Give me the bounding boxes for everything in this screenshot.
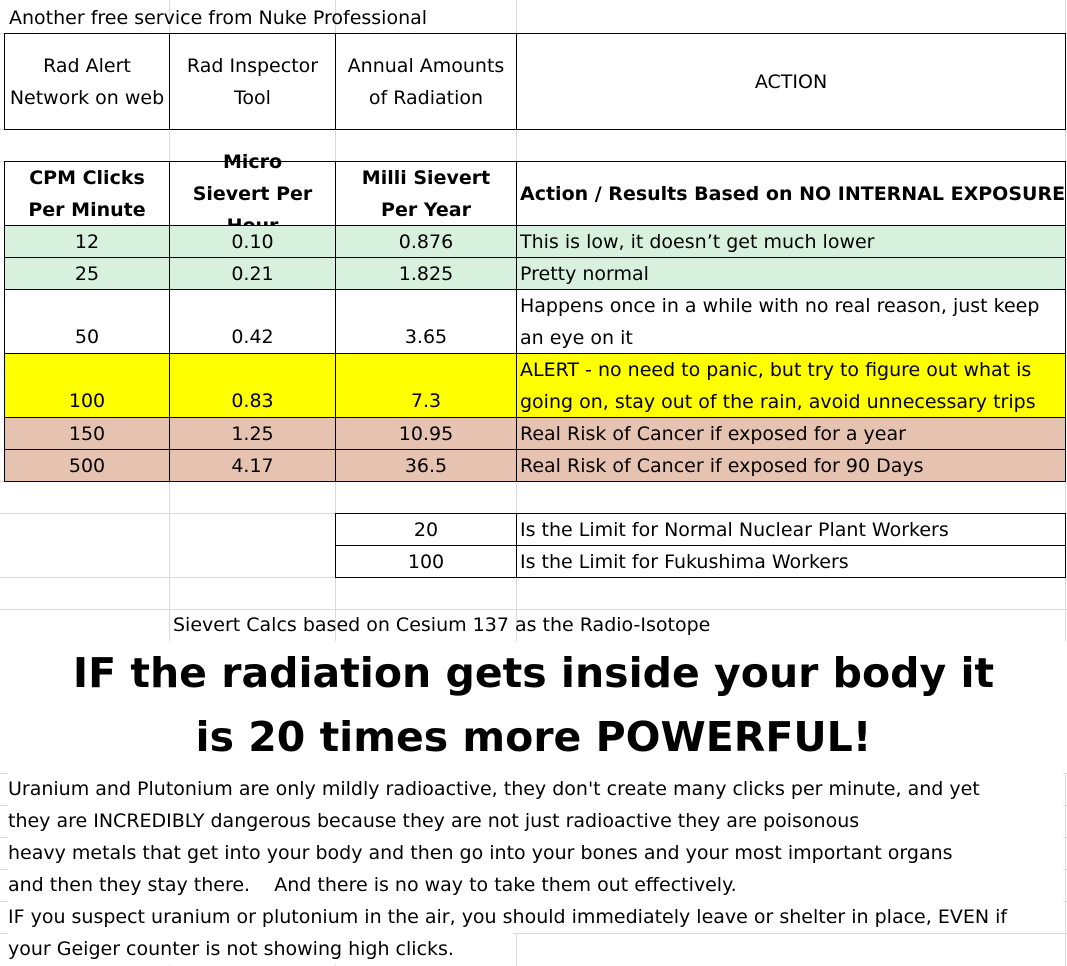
calc-note: Sievert Calcs based on Cesium 137 as the… bbox=[173, 614, 711, 636]
paragraph-line: heavy metals that get into your body and… bbox=[8, 837, 1063, 869]
table-cell-action: Real Risk of Cancer if exposed for a yea… bbox=[516, 417, 1066, 450]
table-cell-action: ALERT - no need to panic, but try to fig… bbox=[516, 353, 1066, 418]
paragraph-line: Uranium and Plutonium are only mildly ra… bbox=[8, 773, 1063, 805]
table-cell-cpm: 500 bbox=[4, 449, 170, 482]
table-cell-msv: 10.95 bbox=[335, 417, 517, 450]
table-cell-usv: 1.25 bbox=[169, 417, 336, 450]
table-cell-msv: 36.5 bbox=[335, 449, 517, 482]
table-cell-msv: 7.3 bbox=[335, 353, 517, 418]
paragraph-line: your Geiger counter is not showing high … bbox=[8, 933, 513, 965]
header-action: ACTION bbox=[516, 33, 1066, 130]
column-header-action: Action / Results Based on NO INTERNAL EX… bbox=[516, 161, 1066, 226]
gridline bbox=[0, 933, 1067, 934]
paragraph-line: IF you suspect uranium or plutonium in t… bbox=[8, 901, 1063, 933]
column-header-msv: Milli Sievert Per Year bbox=[335, 161, 517, 226]
gridline bbox=[516, 0, 517, 966]
top-note: Another free service from Nuke Professio… bbox=[9, 7, 428, 29]
header-rad-inspector: Rad Inspector Tool bbox=[169, 33, 336, 130]
table-cell-usv: 0.10 bbox=[169, 225, 336, 258]
limit-label: Is the Limit for Fukushima Workers bbox=[516, 545, 1066, 578]
table-cell-usv: 0.42 bbox=[169, 289, 336, 354]
column-header-cpm: CPM Clicks Per Minute bbox=[4, 161, 170, 226]
table-cell-usv: 0.21 bbox=[169, 257, 336, 290]
paragraph-line: and then they stay there. And there is n… bbox=[8, 869, 1063, 901]
table-cell-usv: 4.17 bbox=[169, 449, 336, 482]
table-cell-action: Real Risk of Cancer if exposed for 90 Da… bbox=[516, 449, 1066, 482]
gridline bbox=[1065, 0, 1066, 966]
table-cell-msv: 3.65 bbox=[335, 289, 517, 354]
gridline bbox=[0, 609, 1067, 610]
gridline bbox=[169, 0, 170, 966]
limit-label: Is the Limit for Normal Nuclear Plant Wo… bbox=[516, 513, 1066, 546]
column-header-usv: Micro Sievert Per Hour bbox=[169, 151, 336, 237]
header-rad-alert: Rad Alert Network on web bbox=[4, 33, 170, 130]
table-cell-msv: 1.825 bbox=[335, 257, 517, 290]
header-annual-amounts: Annual Amounts of Radiation bbox=[335, 33, 517, 130]
table-cell-action: This is low, it doesn’t get much lower bbox=[516, 225, 1066, 258]
table-cell-cpm: 50 bbox=[4, 289, 170, 354]
table-cell-action: Happens once in a while with no real rea… bbox=[516, 289, 1066, 354]
table-cell-action: Pretty normal bbox=[516, 257, 1066, 290]
headline: IF the radiation gets inside your body i… bbox=[0, 641, 1067, 773]
gridline bbox=[335, 0, 336, 966]
table-cell-usv: 0.83 bbox=[169, 353, 336, 418]
limit-value: 20 bbox=[335, 513, 517, 546]
table-cell-cpm: 150 bbox=[4, 417, 170, 450]
table-cell-msv: 0.876 bbox=[335, 225, 517, 258]
table-cell-cpm: 100 bbox=[4, 353, 170, 418]
table-cell-cpm: 12 bbox=[4, 225, 170, 258]
limit-value: 100 bbox=[335, 545, 517, 578]
paragraph-line: they are INCREDIBLY dangerous because th… bbox=[8, 805, 1063, 837]
table-cell-cpm: 25 bbox=[4, 257, 170, 290]
